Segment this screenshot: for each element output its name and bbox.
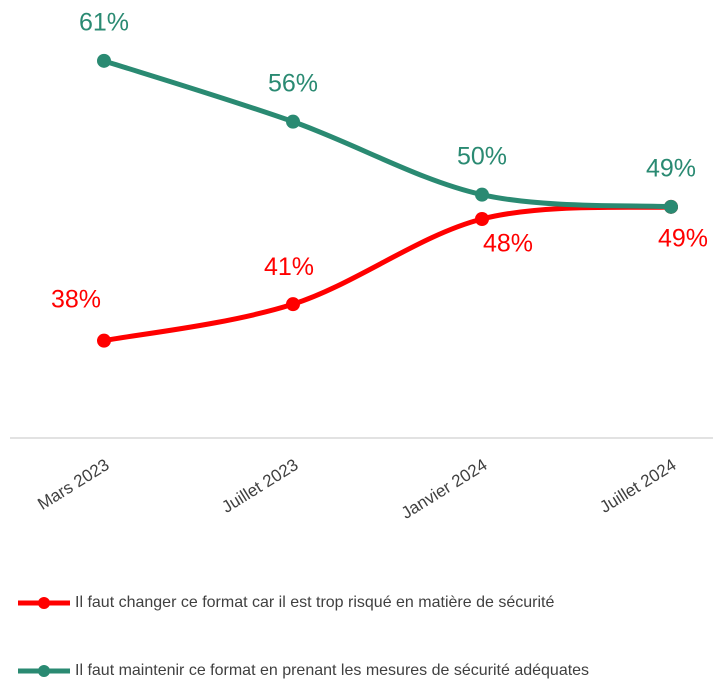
data-label: 49%	[646, 154, 696, 182]
legend-label: Il faut changer ce format car il est tro…	[75, 594, 554, 611]
data-label: 49%	[658, 224, 708, 252]
x-tick-label: Janvier 2024	[398, 455, 491, 523]
data-point	[286, 297, 300, 312]
x-tick-label: Mars 2023	[34, 455, 112, 514]
series-line	[101, 204, 674, 344]
data-point	[664, 199, 678, 214]
data-point	[475, 187, 489, 202]
x-tick-label: Juillet 2024	[596, 455, 679, 517]
data-point	[97, 333, 111, 348]
data-label: 38%	[51, 285, 101, 313]
legend-marker	[38, 597, 50, 609]
data-point	[97, 53, 111, 68]
data-point	[475, 212, 489, 226]
series-line	[101, 58, 674, 210]
x-tick-label: Juillet 2023	[218, 455, 301, 517]
legend-marker	[38, 665, 50, 677]
legend-label: Il faut maintenir ce format en prenant l…	[75, 662, 589, 679]
data-label: 61%	[79, 8, 129, 36]
data-label: 41%	[264, 253, 314, 281]
data-label: 50%	[457, 142, 507, 170]
data-label: 48%	[483, 230, 533, 258]
data-label: 56%	[268, 69, 318, 97]
data-point	[286, 114, 300, 129]
